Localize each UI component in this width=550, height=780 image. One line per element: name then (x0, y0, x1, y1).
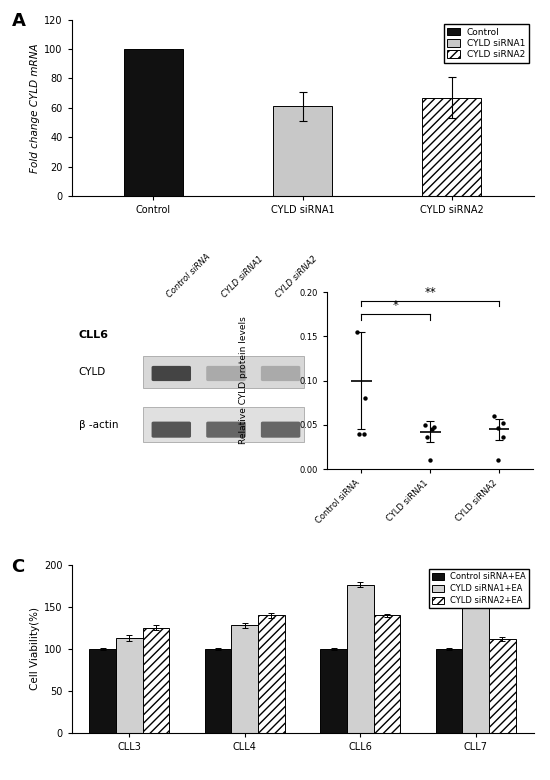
Text: *: * (393, 300, 399, 313)
FancyBboxPatch shape (206, 422, 246, 438)
Point (498, 417, 507, 429)
Text: A: A (12, 12, 25, 30)
Text: CYLD siRNA2: CYLD siRNA2 (274, 254, 320, 300)
FancyBboxPatch shape (261, 422, 300, 438)
Legend: Control, CYLD siRNA1, CYLD siRNA2: Control, CYLD siRNA1, CYLD siRNA2 (443, 24, 529, 62)
Point (355, 427, 364, 440)
Text: CYLD: CYLD (79, 367, 106, 377)
Bar (436, 649, 463, 733)
Point (353, 326, 361, 339)
Bar (143, 407, 304, 442)
Point (360, 427, 368, 440)
Legend: Control siRNA+EA, CYLD siRNA1+EA, CYLD siRNA2+EA: Control siRNA+EA, CYLD siRNA1+EA, CYLD s… (428, 569, 529, 608)
FancyBboxPatch shape (152, 366, 191, 381)
Point (430, 421, 439, 434)
Point (490, 410, 499, 422)
Point (493, 422, 502, 434)
Point (423, 431, 432, 443)
Bar (205, 649, 232, 733)
Point (499, 431, 508, 443)
FancyBboxPatch shape (206, 366, 246, 381)
Bar (90, 649, 116, 733)
Text: **: ** (424, 286, 436, 300)
Bar (143, 356, 304, 388)
Bar (489, 639, 515, 733)
Bar (258, 615, 284, 733)
Bar (142, 628, 169, 733)
Point (420, 419, 429, 431)
Point (426, 454, 434, 466)
Point (494, 454, 503, 466)
Y-axis label: Fold change CYLD mRNA: Fold change CYLD mRNA (30, 43, 40, 172)
Bar (232, 626, 258, 733)
Text: Control siRNA: Control siRNA (165, 252, 212, 300)
Point (427, 423, 436, 435)
Text: C: C (12, 558, 25, 576)
Bar (422, 98, 481, 197)
Bar (373, 615, 400, 733)
Text: CLL6: CLL6 (79, 330, 109, 339)
Bar (273, 106, 332, 197)
Bar (321, 649, 347, 733)
Text: β -actin: β -actin (79, 420, 118, 430)
Bar (463, 587, 489, 733)
FancyBboxPatch shape (261, 366, 300, 381)
Bar (347, 585, 373, 733)
Y-axis label: Relative CYLD protein levels: Relative CYLD protein levels (239, 317, 249, 445)
Bar (124, 49, 183, 197)
Text: CYLD siRNA1: CYLD siRNA1 (219, 254, 265, 300)
Point (360, 392, 369, 405)
Bar (116, 638, 142, 733)
Y-axis label: Cell Viability(%): Cell Viability(%) (30, 608, 40, 690)
FancyBboxPatch shape (152, 422, 191, 438)
